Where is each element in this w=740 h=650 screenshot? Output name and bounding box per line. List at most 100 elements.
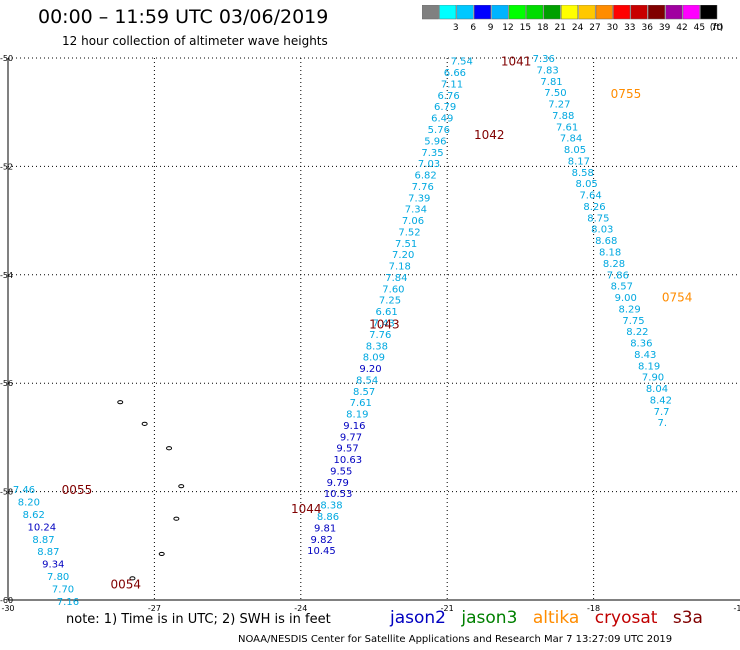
wave-height-value: 8.20 xyxy=(18,497,40,508)
land-outline xyxy=(166,446,173,451)
wave-height-value: 8.26 xyxy=(583,202,605,213)
wave-height-value: 7.60 xyxy=(382,284,404,295)
wave-height-value: 7.03 xyxy=(418,159,440,170)
time-label: 1041 xyxy=(501,55,532,69)
legend-tick-label: 36 xyxy=(641,23,653,33)
legend-unit: (ft) xyxy=(710,23,724,33)
lat-tick-label: -60 xyxy=(0,596,13,605)
time-label: 0754 xyxy=(662,290,693,304)
page-subtitle: 12 hour collection of altimeter wave hei… xyxy=(62,34,328,48)
legend-tick-label: 39 xyxy=(659,23,671,33)
wave-height-value: 7.61 xyxy=(556,122,578,133)
wave-height-value: 10.45 xyxy=(307,546,336,557)
legend-swatch xyxy=(630,5,648,20)
legend-swatch xyxy=(526,5,544,20)
legend-swatch xyxy=(508,5,526,20)
legend-tick-label: 6 xyxy=(470,23,476,33)
legend-swatch xyxy=(647,5,666,20)
wave-height-value: 8.87 xyxy=(32,535,54,546)
wave-height-value: 7.84 xyxy=(560,134,582,145)
wave-height-value: 8.28 xyxy=(603,259,625,270)
wave-height-value: 7.36 xyxy=(533,54,555,65)
wave-height-value: 7.88 xyxy=(552,111,574,122)
wave-height-value: 8.36 xyxy=(630,339,652,350)
wave-height-value: 8.68 xyxy=(595,236,617,247)
wave-height-value: 10.53 xyxy=(324,489,353,500)
wave-height-value: 8.05 xyxy=(564,145,586,156)
legend-swatch xyxy=(700,5,718,20)
wave-height-value: 7.43 xyxy=(373,318,395,329)
wave-height-value: 7.81 xyxy=(540,77,562,88)
color-legend: 3 6 9 12 15 18 21 24 27 30 33 36 39 42 45 70(ft) xyxy=(422,5,724,33)
wave-height-value: 8.18 xyxy=(599,247,621,258)
wave-height-value: 9.20 xyxy=(359,364,381,375)
wave-height-value: 5.76 xyxy=(428,125,450,136)
satellite-jason3: jason3 xyxy=(461,608,518,628)
wave-height-value: 6.66 xyxy=(444,68,466,79)
wave-height-value: 7.50 xyxy=(544,88,566,99)
legend-tick-label: 70 xyxy=(711,23,723,33)
wave-height-value: 8.87 xyxy=(37,547,59,558)
wave-height-value: 7.90 xyxy=(642,373,664,384)
wave-height-value: 7.16 xyxy=(57,597,79,608)
wave-height-value: 8.04 xyxy=(646,384,668,395)
legend-swatch xyxy=(613,5,631,20)
satellite-s3a: s3a xyxy=(672,608,703,628)
land-outline xyxy=(158,551,165,557)
wave-height-value: 7.27 xyxy=(548,100,570,111)
wave-height-value: 7.18 xyxy=(389,262,411,273)
satellite-cryosat: cryosat xyxy=(594,608,658,628)
time-label: 1044 xyxy=(291,502,322,516)
wave-height-value: 9.57 xyxy=(336,444,358,455)
wave-height-value: 7.80 xyxy=(47,572,69,583)
wave-height-value: 9.16 xyxy=(343,421,365,432)
legend-tick-label: 18 xyxy=(537,23,549,33)
legend-tick-label: 33 xyxy=(624,23,635,33)
wave-height-value: 7.76 xyxy=(369,330,391,341)
satellite-legend: jason2 jason3 altika cryosat s3a xyxy=(390,608,713,628)
legend-tick-label: 30 xyxy=(607,23,619,33)
wave-height-value: 8.29 xyxy=(618,304,640,315)
footer-note: note: 1) Time is in UTC; 2) SWH is in fe… xyxy=(66,612,331,627)
time-label: 1042 xyxy=(474,128,505,142)
time-label: 1043 xyxy=(369,318,400,332)
wave-height-value: 7.34 xyxy=(405,205,427,216)
wave-height-value: 7.86 xyxy=(607,270,629,281)
wave-height-value: 8.19 xyxy=(638,361,660,372)
wave-height-value: 10.63 xyxy=(333,455,362,466)
time-label: 0055 xyxy=(62,483,93,497)
wave-height-value: 7.64 xyxy=(579,191,601,202)
page-title: 00:00 – 11:59 UTC 03/06/2019 xyxy=(38,6,329,28)
wave-height-value: 8.22 xyxy=(626,327,648,338)
legend-swatch xyxy=(578,5,596,20)
wave-height-value: 9.79 xyxy=(327,478,349,489)
wave-height-value: 6.76 xyxy=(437,91,459,102)
lon-tick-label: -21 xyxy=(441,604,454,613)
wave-height-value: 7.84 xyxy=(385,273,407,284)
wave-height-value: 7.46 xyxy=(13,485,35,496)
wave-height-value: 7.11 xyxy=(441,79,463,90)
wave-height-value: 7.61 xyxy=(350,398,372,409)
legend-tick-label: 9 xyxy=(488,23,494,33)
wave-height-value: 6.82 xyxy=(415,171,437,182)
legend-tick-label: 45 xyxy=(694,23,705,33)
land-outline xyxy=(129,576,136,581)
wave-height-value: 7.35 xyxy=(421,148,443,159)
wave-height-value: 9.81 xyxy=(314,523,336,534)
legend-swatch xyxy=(543,5,561,20)
wave-height-value: 8.17 xyxy=(568,156,590,167)
wave-height-value: 7.76 xyxy=(412,182,434,193)
legend-tick-label: 15 xyxy=(520,23,531,33)
wave-height-value: 7.06 xyxy=(402,216,424,227)
legend-swatch xyxy=(422,5,439,20)
wave-height-value: 7.52 xyxy=(398,227,420,238)
lat-tick-label: -54 xyxy=(0,271,13,280)
legend-swatch xyxy=(682,5,700,20)
wave-height-value: 7.75 xyxy=(622,316,644,327)
wave-height-value: 8.03 xyxy=(591,225,613,236)
wave-height-value: 8.57 xyxy=(353,387,375,398)
wave-height-value: 8.38 xyxy=(366,341,388,352)
legend-swatch xyxy=(473,5,492,20)
legend-swatch xyxy=(456,5,474,20)
lon-tick-label: -30 xyxy=(1,604,14,613)
